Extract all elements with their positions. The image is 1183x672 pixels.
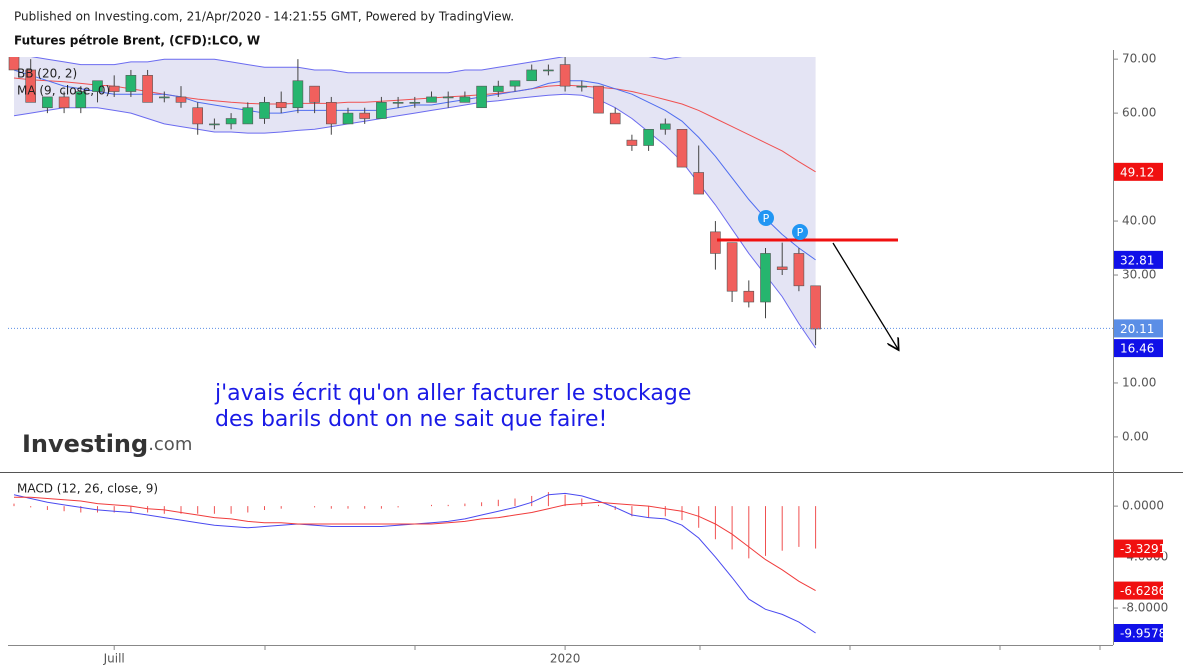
candle-body — [259, 102, 270, 119]
candle-body — [242, 107, 254, 125]
candle-body — [476, 85, 487, 109]
x-tick-label: 2020 — [550, 652, 581, 666]
y-tick-label: 70.00 — [1122, 52, 1156, 66]
candle-body — [8, 57, 20, 71]
candle-body — [342, 112, 354, 125]
candle-body — [192, 107, 203, 125]
indicator-legend: BB (20, 2) — [17, 67, 77, 81]
price-label: 20.11 — [1120, 322, 1154, 336]
logo-suffix: .com — [148, 434, 192, 455]
macd-pane — [13, 492, 817, 634]
candle-body — [726, 242, 738, 292]
candle-body — [442, 96, 454, 99]
candle-body — [710, 231, 721, 254]
price-label: -9.9578 — [1120, 626, 1166, 640]
candle-body — [543, 69, 554, 72]
candle-body — [810, 285, 821, 330]
price-label: 49.12 — [1120, 165, 1154, 179]
candle-body — [325, 102, 337, 125]
candle-body — [626, 139, 638, 146]
p-marker: P — [792, 224, 808, 240]
candle-body — [576, 85, 588, 88]
indicator-line — [30, 57, 683, 74]
y-tick-label: 60.00 — [1122, 106, 1156, 120]
symbol-title: Futures pétrole Brent, (CFD):LCO, W — [14, 34, 260, 48]
macd-line — [14, 496, 816, 592]
y-tick-label: -8.0000 — [1122, 601, 1168, 615]
logo: Investing.com — [22, 430, 192, 458]
time-ticks — [264, 645, 1101, 650]
published-note: Published on Investing.com, 21/Apr/2020 … — [14, 10, 514, 24]
p-marker-text: P — [797, 226, 804, 239]
annotation-line: j'avais écrit qu'on aller facturer le st… — [214, 381, 691, 406]
candle-body — [92, 80, 103, 92]
candle-body — [459, 96, 471, 103]
down-arrow — [832, 242, 898, 349]
candle-body — [643, 129, 654, 146]
p-marker-text: P — [763, 212, 770, 225]
candle-body — [760, 253, 771, 303]
candle-body — [225, 118, 237, 125]
macd-legend: MACD (12, 26, close, 9) — [17, 482, 158, 496]
candle-body — [58, 96, 70, 109]
candle-body — [793, 253, 805, 287]
x-tick-label: Juill — [103, 652, 125, 666]
candle-body — [175, 96, 187, 103]
price-label-box — [1114, 162, 1163, 181]
p-marker: P — [758, 210, 774, 226]
candle-body — [392, 102, 404, 104]
candle-body — [492, 85, 504, 92]
candle-body — [743, 290, 755, 303]
candle-body — [125, 75, 137, 92]
price-label: -6.6286 — [1120, 584, 1166, 598]
candle-body — [609, 112, 621, 125]
candle-body — [509, 80, 521, 87]
bb-fill — [14, 57, 816, 349]
candle-body — [776, 266, 788, 270]
y-tick-label: 40.00 — [1122, 214, 1156, 228]
price-label-box — [1114, 250, 1163, 269]
candle-body — [376, 102, 387, 119]
candle-body — [426, 96, 437, 103]
price-label-box — [1114, 339, 1163, 358]
annotation-line: des barils dont on ne sait que faire! — [215, 407, 607, 432]
candle-body — [292, 80, 304, 109]
price-pane — [8, 57, 821, 349]
y-tick-label: 10.00 — [1122, 375, 1156, 389]
candle-body — [526, 69, 538, 82]
candle-body — [693, 172, 705, 195]
price-label-box — [1114, 581, 1163, 600]
price-label-box — [1114, 623, 1163, 642]
candle-body — [159, 96, 170, 99]
candle-body — [359, 112, 371, 119]
y-tick-label: 30.00 — [1122, 268, 1156, 282]
logo-name: Investing — [22, 430, 148, 458]
price-label: 32.81 — [1120, 253, 1154, 267]
price-label-box — [1114, 539, 1163, 558]
candle-body — [42, 96, 53, 109]
candle-body — [108, 85, 120, 92]
candle-body — [409, 102, 421, 104]
candle-body — [275, 102, 287, 109]
candle-body — [559, 64, 571, 87]
candle-body — [593, 85, 604, 114]
candle-body — [309, 85, 320, 103]
candle-body — [676, 129, 688, 168]
indicator-legend: MA (9, close, 0) — [17, 84, 110, 98]
y-tick-label: 0.0000 — [1122, 499, 1164, 513]
price-label-box — [1114, 319, 1163, 338]
candle-body — [659, 123, 671, 130]
candle-body — [75, 91, 87, 109]
candle-body — [142, 75, 153, 103]
candle-body — [209, 123, 220, 126]
y-tick-label: 0.00 — [1122, 429, 1149, 443]
price-label: 16.46 — [1120, 342, 1154, 356]
price-label: -3.3291 — [1120, 542, 1166, 556]
candle-body — [25, 69, 37, 103]
